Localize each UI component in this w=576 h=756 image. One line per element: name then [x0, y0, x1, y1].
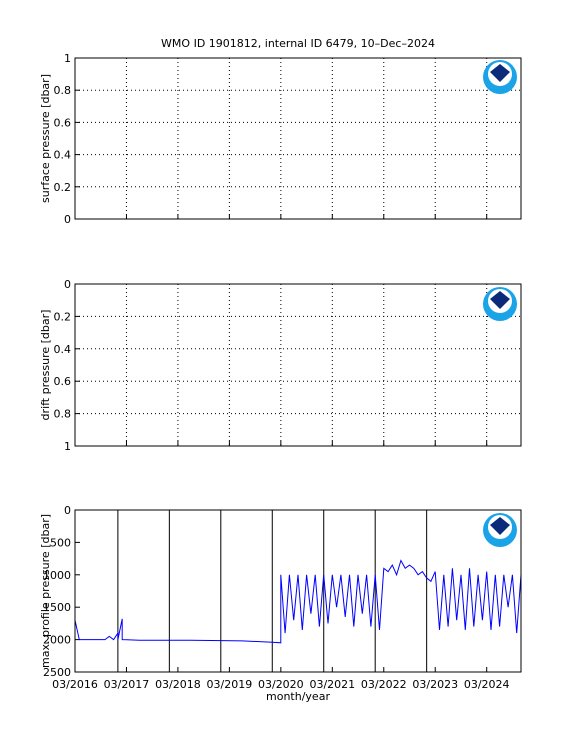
y-tick-label: 1500 — [43, 601, 71, 614]
y-tick-label: 0.4 — [54, 149, 72, 162]
x-tick-label: 03/2022 — [361, 678, 407, 691]
x-tick-label: 03/2019 — [207, 678, 253, 691]
y-tick-label: 0.6 — [54, 375, 72, 388]
y-tick-label: 0.4 — [54, 343, 72, 356]
y-tick-label: 500 — [50, 536, 71, 549]
x-axis-label: month/year — [266, 690, 330, 703]
y-tick-label: 0.2 — [54, 310, 72, 323]
plot-area — [75, 510, 521, 672]
y-tick-label: 0 — [64, 504, 71, 517]
y-tick-label: 0 — [64, 213, 71, 226]
x-tick-label: 03/2016 — [52, 678, 98, 691]
x-tick-label: 03/2024 — [464, 678, 510, 691]
y-axis-label: drift pressure [dbar] — [39, 310, 52, 421]
y-tick-label: 2500 — [43, 666, 71, 679]
axes-frame — [74, 509, 522, 673]
x-tick-label: 03/2023 — [412, 678, 458, 691]
plot-area — [75, 284, 521, 446]
y-tick-label: 1 — [64, 52, 71, 65]
y-tick-label: 0.8 — [54, 408, 72, 421]
data-line — [74, 510, 522, 644]
y-tick-label: 0.2 — [54, 181, 72, 194]
noaa-logo — [483, 60, 517, 94]
noaa-logo — [483, 287, 517, 321]
y-axis-label: max. profile pressure [dbar] — [39, 514, 52, 668]
x-tick-label: 03/2020 — [258, 678, 304, 691]
y-tick-label: 2000 — [43, 634, 71, 647]
y-tick-label: 0 — [64, 278, 71, 291]
y-tick-label: 0.6 — [54, 116, 72, 129]
noaa-logo — [483, 513, 517, 547]
y-tick-label: 1000 — [43, 569, 71, 582]
plot-area — [75, 58, 521, 219]
axes-frame — [74, 57, 522, 220]
chart-title: WMO ID 1901812, internal ID 6479, 10–Dec… — [161, 37, 435, 50]
y-tick-label: 1 — [64, 440, 71, 453]
y-axis-label: surface pressure [dbar] — [39, 74, 52, 203]
x-tick-label: 03/2018 — [155, 678, 201, 691]
x-tick-label: 03/2021 — [309, 678, 355, 691]
axes-frame — [74, 283, 522, 447]
y-tick-label: 0.8 — [54, 84, 72, 97]
x-tick-label: 03/2017 — [104, 678, 150, 691]
